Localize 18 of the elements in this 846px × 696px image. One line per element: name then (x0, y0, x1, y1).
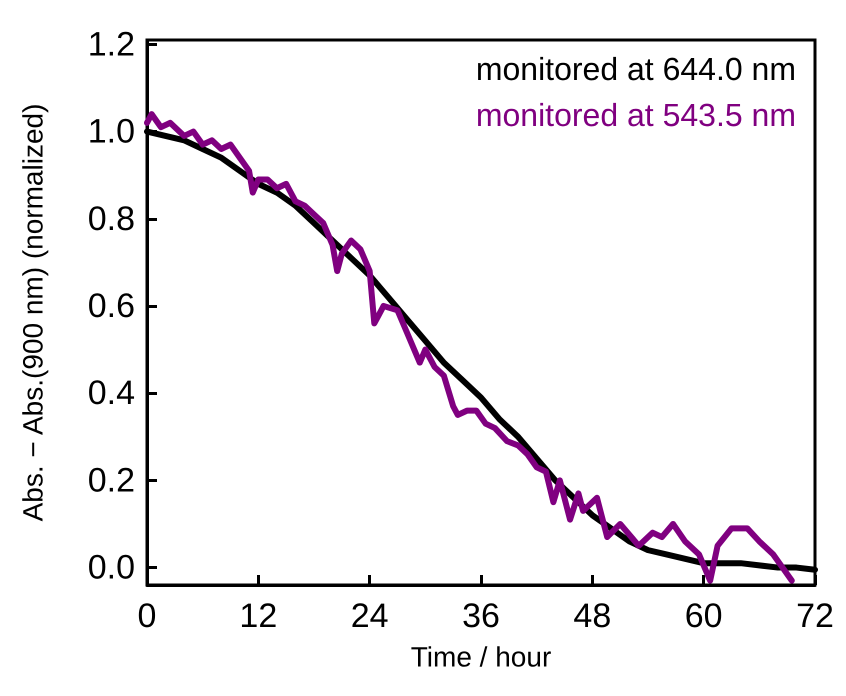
x-tick-label: 0 (138, 597, 156, 635)
x-axis-title: Time / hour (410, 642, 552, 672)
x-tick-label: 60 (684, 597, 723, 635)
y-tick-label: 1.0 (88, 112, 135, 151)
y-tick-label: 0.0 (88, 548, 135, 587)
text: monitored at 543.5 nm (476, 97, 796, 133)
text: monitored at 644.0 nm (476, 51, 796, 87)
y-tick-label: 0.6 (88, 286, 135, 325)
x-tick-label: 24 (350, 597, 389, 635)
x-tick-label: 36 (462, 597, 500, 635)
y-axis-title: Abs. − Abs.(900 nm) (normalized) (18, 104, 48, 522)
y-tick-label: 0.4 (88, 374, 135, 412)
y-tick-label: 0.2 (88, 461, 135, 500)
y-tick-label: 0.8 (88, 200, 135, 238)
x-tick-label: 48 (573, 597, 612, 635)
x-tick-label: 72 (796, 597, 834, 635)
y-tick-label: 1.2 (88, 25, 135, 64)
x-tick-label: 12 (239, 597, 278, 635)
